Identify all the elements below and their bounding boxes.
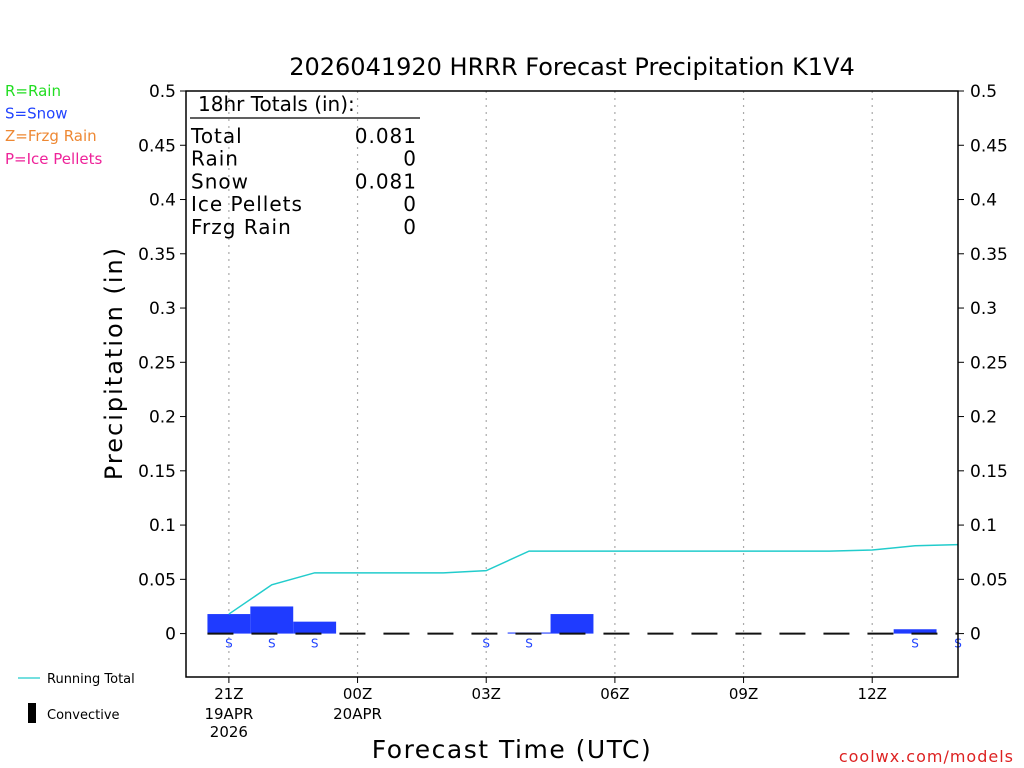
y-tick-label-left-2: 0.1	[149, 516, 176, 536]
x-axis-label: Forecast Time (UTC)	[372, 735, 652, 764]
y-tick-label-left-7: 0.35	[138, 245, 176, 265]
y-tick-label-left-4: 0.2	[149, 408, 176, 428]
totals-row-label-3: Ice Pellets	[191, 192, 303, 216]
y-axis-label: Precipitation (in)	[100, 246, 128, 480]
legend-type-3: P=Ice Pellets	[5, 150, 102, 168]
convective-legend-label: Convective	[47, 708, 120, 723]
running-total-legend-label: Running Total	[47, 672, 135, 687]
y-tick-label-left-8: 0.4	[149, 191, 176, 211]
y-tick-label-left-6: 0.3	[149, 299, 176, 319]
precip-bar-16	[893, 629, 937, 634]
precip-type-marker-4: S	[525, 637, 533, 651]
precip-type-marker-2: S	[311, 637, 319, 651]
precip-type-marker-3: S	[482, 637, 490, 651]
precip-type-marker-1: S	[268, 637, 276, 651]
precip-type-marker-0: S	[225, 637, 233, 651]
totals-row-label-1: Rain	[191, 147, 239, 171]
totals-row-value-3: 0	[403, 192, 417, 216]
y-axis-left: 0 0.05 0.1 0.15 0.2 0.25 0.3 0.35 0.4 0.45 0.5	[138, 82, 186, 645]
totals-row-value-2: 0.081	[355, 169, 417, 193]
x-tick-sublabel-0-1: 2026	[210, 723, 248, 741]
totals-row-label-0: Total	[190, 124, 243, 148]
running-total-polyline	[228, 543, 959, 615]
y-tick-label-right-7: 0.35	[970, 245, 1008, 265]
x-tick-sublabel-0-0: 19APR	[204, 705, 253, 723]
totals-row-value-1: 0	[403, 147, 417, 171]
y-tick-label-right-4: 0.2	[970, 408, 997, 428]
precip-type-marker-5: S	[911, 637, 919, 651]
x-tick-label-2: 03Z	[472, 685, 501, 703]
bottom-legend: Running Total Convective	[18, 672, 135, 723]
x-tick-sublabel-1-0: 20APR	[333, 705, 382, 723]
precip-bars	[207, 606, 937, 634]
y-tick-label-left-9: 0.45	[138, 136, 176, 156]
totals-rows: Total 0.081 Rain 0 Snow 0.081 Ice Pellets 0 Frzg…	[190, 124, 417, 239]
credit-text: coolwx.com/models	[839, 747, 1014, 766]
y-axis-right: 0 0.05 0.1 0.15 0.2 0.25 0.3 0.35 0.4 0.45 0.5	[958, 82, 1008, 645]
y-tick-label-right-2: 0.1	[970, 516, 997, 536]
y-tick-label-left-0: 0	[165, 625, 176, 645]
legend-type-2: Z=Frzg Rain	[5, 127, 97, 145]
y-tick-label-right-3: 0.15	[970, 462, 1008, 482]
totals-row-label-2: Snow	[191, 169, 249, 193]
totals-row-value-4: 0	[403, 215, 417, 239]
chart-title: 2026041920 HRRR Forecast Precipitation K…	[289, 53, 855, 81]
legend-type-1: S=Snow	[5, 105, 68, 123]
running-total-line	[228, 543, 959, 615]
vertical-grid	[228, 91, 873, 677]
x-tick-label-3: 06Z	[600, 685, 629, 703]
precip-bar-1	[250, 606, 294, 634]
legend-type-0: R=Rain	[5, 82, 61, 100]
precip-bar-2	[293, 621, 337, 634]
x-tick-label-0: 21Z	[214, 685, 243, 703]
y-tick-label-right-6: 0.3	[970, 299, 997, 319]
plot-frame	[185, 90, 959, 678]
x-tick-label-4: 09Z	[729, 685, 758, 703]
totals-box: 18hr Totals (in): Total 0.081 Rain 0 Snow 0.0…	[190, 92, 420, 239]
y-tick-label-right-9: 0.45	[970, 136, 1008, 156]
convective-swatch	[28, 703, 36, 723]
y-tick-label-left-5: 0.25	[138, 353, 176, 373]
x-tick-label-5: 12Z	[858, 685, 887, 703]
y-tick-label-right-1: 0.05	[970, 570, 1008, 590]
x-tick-label-1: 00Z	[343, 685, 372, 703]
totals-heading: 18hr Totals (in):	[198, 92, 355, 116]
precip-type-legend: R=Rain S=Snow Z=Frzg Rain P=Ice Pellets	[5, 82, 102, 168]
y-tick-label-left-10: 0.5	[149, 82, 176, 102]
totals-row-value-0: 0.081	[355, 124, 417, 148]
y-tick-label-right-5: 0.25	[970, 353, 1008, 373]
y-tick-label-left-3: 0.15	[138, 462, 176, 482]
precip-bar-8	[550, 614, 594, 634]
y-tick-label-right-10: 0.5	[970, 82, 997, 102]
y-tick-label-right-8: 0.4	[970, 191, 997, 211]
totals-row-label-4: Frzg Rain	[191, 215, 292, 239]
y-tick-label-right-0: 0	[970, 625, 981, 645]
y-tick-label-left-1: 0.05	[138, 570, 176, 590]
precip-bar-0	[207, 614, 251, 634]
